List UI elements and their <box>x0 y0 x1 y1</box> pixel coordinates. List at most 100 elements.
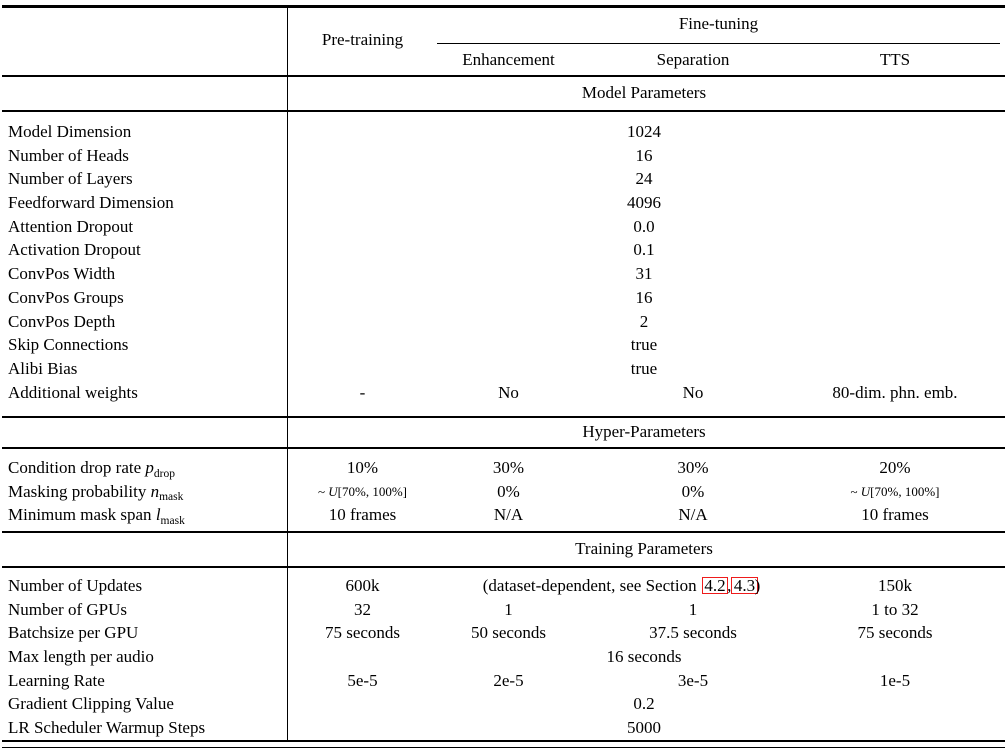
row-label: Skip Connections <box>8 335 129 355</box>
table-row: Attention Dropout 0.0 <box>0 215 1007 239</box>
table-row: Feedforward Dimension 4096 <box>0 191 1007 215</box>
cell-span-all: 16 <box>635 145 653 165</box>
table-row: ConvPos Groups 16 <box>0 286 1007 310</box>
cell: N/A <box>678 505 708 525</box>
cell: 20% <box>879 458 911 477</box>
row-label: Alibi Bias <box>8 358 78 378</box>
table-row: Skip Connections true <box>0 333 1007 357</box>
row-label: Model Dimension <box>8 122 132 141</box>
table-row: Learning Rate 5e-5 2e-5 3e-5 1e-5 <box>0 669 1007 693</box>
section-ref-link[interactable]: 4.3 <box>731 577 758 594</box>
row-label: Feedforward Dimension <box>8 193 174 213</box>
row-label: Minimum mask span lmask <box>8 505 185 527</box>
cell: 75 seconds <box>857 623 933 643</box>
table-row: Minimum mask span lmask 10 frames N/A N/A 10… <box>0 503 1007 527</box>
row-label: Batchsize per GPU <box>8 623 139 643</box>
cell: 0% <box>497 481 520 501</box>
table-row: Activation Dropout 0.1 <box>0 238 1007 262</box>
cell-distribution: ~ U[70%, 100%] <box>850 483 940 499</box>
table-row: Batchsize per GPU 75 seconds 50 seconds 37.… <box>0 621 1007 645</box>
cell-span-all: true <box>630 335 658 355</box>
math-subscript: mask <box>159 491 184 504</box>
cell-dataset-note: (dataset-dependent, see Section 4.2, 4.3) <box>482 576 761 595</box>
row-label: Gradient Clipping Value <box>8 694 174 714</box>
table-row: Max length per audio 16 seconds <box>0 645 1007 669</box>
ref-separator: , <box>727 576 731 595</box>
script-U: U <box>328 483 338 499</box>
section-title-hyper-parameters: Hyper-Parameters <box>582 422 706 441</box>
table-row: Number of Layers 24 <box>0 167 1007 191</box>
table-row: ConvPos Depth 2 <box>0 310 1007 334</box>
math-variable: n <box>150 481 160 501</box>
cell-span-all: 31 <box>635 264 653 284</box>
table-row: LR Scheduler Warmup Steps 5000 <box>0 716 1007 740</box>
cell-span-all: 24 <box>635 169 653 189</box>
section-title-model-parameters: Model Parameters <box>581 83 707 102</box>
cell: 30% <box>492 458 525 477</box>
vertical-divider <box>287 8 289 740</box>
cell-span-all: true <box>630 358 658 378</box>
cell: 1e-5 <box>879 670 911 690</box>
cell-span-all: 0.2 <box>633 694 655 714</box>
cell: No <box>682 382 704 402</box>
cell-span-all: 16 seconds <box>606 647 682 667</box>
table-row: Number of Updates 600k (dataset-dependent,… <box>0 574 1007 598</box>
section-ref-link[interactable]: 4.2 <box>701 577 729 594</box>
cell-distribution: ~ U[70%, 100%] <box>317 483 407 499</box>
cell: - <box>359 382 366 402</box>
cell: N/A <box>493 505 524 525</box>
rule-hyper-params-end <box>2 531 1005 533</box>
row-label: Number of Layers <box>8 169 133 189</box>
rule-model-params-end <box>2 416 1005 418</box>
row-label: Condition drop rate pdrop <box>8 458 175 480</box>
section-body-training-parameters: Number of Updates 600k (dataset-dependent,… <box>0 574 1007 740</box>
cell: 30% <box>677 458 709 477</box>
rule-training-params-title-bottom <box>2 566 1005 568</box>
rule-hyper-params-title-bottom <box>2 447 1005 449</box>
cell: 10 frames <box>328 505 397 525</box>
row-label: ConvPos Depth <box>8 311 116 331</box>
cell: 32 <box>354 599 371 619</box>
math-variable: l <box>155 505 161 525</box>
table-row: Model Dimension 1024 <box>0 120 1007 144</box>
cell-span-all: 4096 <box>627 193 661 213</box>
rule-top <box>2 5 1005 8</box>
section-body-hyper-parameters: Condition drop rate pdrop 10% 30% 30% 20% Mas… <box>0 456 1007 527</box>
row-label: Max length per audio <box>8 647 154 667</box>
table-row: Masking probability nmask ~ U[70%, 100%] 0… <box>0 480 1007 504</box>
cell: 10 frames <box>861 505 929 525</box>
rule-bottom-outer <box>2 740 1005 742</box>
table-row: Number of Heads 16 <box>0 144 1007 168</box>
row-label: ConvPos Groups <box>8 287 124 307</box>
cell: 1 <box>688 599 698 619</box>
row-label: Number of Heads <box>8 145 129 165</box>
cell: 80-dim. phn. emb. <box>832 382 958 402</box>
cell-span-all: 0.0 <box>633 216 655 236</box>
column-header-enhancement: Enhancement <box>462 50 555 69</box>
cell-span-all: 16 <box>635 287 653 307</box>
math-variable: p <box>145 458 154 477</box>
cell: 75 seconds <box>324 623 401 643</box>
math-subscript: drop <box>153 467 175 480</box>
row-label: Additional weights <box>8 382 138 402</box>
column-header-tts: TTS <box>879 50 911 69</box>
row-label: Attention Dropout <box>8 216 134 236</box>
cell: 50 seconds <box>470 623 547 643</box>
note-suffix: ) <box>754 576 761 595</box>
script-U: U <box>860 483 871 499</box>
cell: 1 <box>504 599 513 619</box>
math-subscript: mask <box>160 514 185 527</box>
cell-span-all: 0.1 <box>633 240 655 260</box>
cell-span-all: 5000 <box>627 718 661 738</box>
table-row: Condition drop rate pdrop 10% 30% 30% 20% <box>0 456 1007 480</box>
section-body-model-parameters: Model Dimension 1024 Number of Heads 16 Numb… <box>0 120 1007 404</box>
row-label: Activation Dropout <box>8 240 141 260</box>
cell: 10% <box>346 458 379 477</box>
table-row: Additional weights - No No 80-dim. phn. emb. <box>0 381 1007 405</box>
rule-finetuning-span <box>437 43 1000 45</box>
row-label: LR Scheduler Warmup Steps <box>8 718 206 738</box>
table-row: Number of GPUs 32 1 1 1 to 32 <box>0 598 1007 622</box>
cell: 37.5 seconds <box>649 623 737 643</box>
cell-span-all: 2 <box>639 311 649 331</box>
